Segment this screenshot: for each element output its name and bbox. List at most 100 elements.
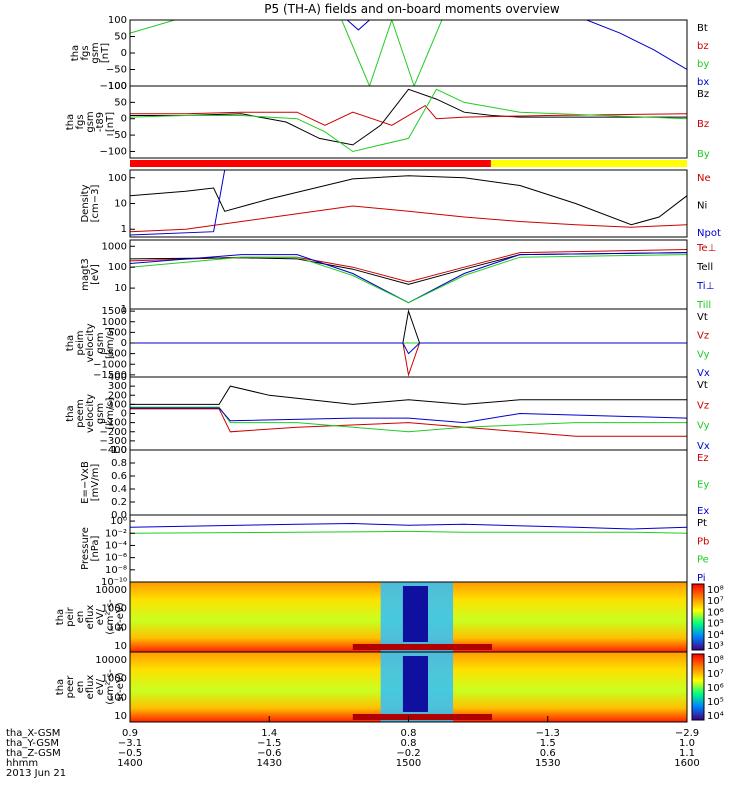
legend-entry: Pb <box>697 536 709 547</box>
y-axis-label-line: -t89 <box>95 112 106 132</box>
y-axis-label-line: en <box>75 611 86 624</box>
y-axis-label-line: tha <box>65 335 76 351</box>
y-axis-label: Density [cm−3] <box>80 184 101 222</box>
ephemeris-value: −0.6 <box>257 748 281 759</box>
y-axis-label-line: [nPa] <box>90 535 101 561</box>
y-axis-label-line: gsm <box>95 403 106 424</box>
y-axis-label-line: gsm <box>85 111 96 132</box>
panel-peer_spec: 10⁸ 10⁷ 10⁶ 10⁵ 10⁴ 10000 1000 100 10 tha peer en ef… <box>55 651 724 723</box>
legend-entry: Vy <box>697 421 710 432</box>
y-axis-label: tha fgs gsm -t89 [nT] <box>65 111 116 132</box>
y-axis-label-line: [cm−3] <box>90 185 101 223</box>
legend-entry: Vt <box>697 380 708 391</box>
legend-entry: Vy <box>697 349 710 360</box>
y-tick-label: 100 <box>108 692 127 703</box>
y-tick-label: 0 <box>121 338 127 349</box>
panel-frame <box>129 169 688 238</box>
y-tick-label: 100 <box>108 81 127 92</box>
ephemeris-value: −0.5 <box>118 748 142 759</box>
y-axis-label-line: tha <box>55 679 66 695</box>
y-tick-label: −100 <box>100 81 127 92</box>
mode-bar-yellow <box>490 160 687 167</box>
y-axis-label: tha peem velocity gsm [km/s] <box>65 394 116 433</box>
series-line-Pi <box>130 522 687 530</box>
series-line-Ti⊥ <box>130 252 687 304</box>
y-axis-label-line: peer <box>65 675 76 699</box>
colorbar-tick-label: 10⁵ <box>707 697 724 708</box>
y-axis-label: tha peim velocity gsm [km/s] <box>65 323 116 362</box>
y-axis-label-line: (cm²-s- <box>105 599 116 635</box>
ephemeris-value: 1430 <box>257 758 282 769</box>
series-line-Tell <box>130 252 687 285</box>
y-axis-label-line: [km/s] <box>105 397 116 429</box>
colorbar-tick-label: 10⁴ <box>707 630 724 641</box>
series-line-Vt <box>130 385 687 405</box>
series-line-Npot <box>130 170 226 236</box>
panel-frame <box>129 376 688 451</box>
legend-entry: Pe <box>697 555 709 566</box>
y-tick-label: 300 <box>108 381 127 392</box>
legend-entry: Till <box>696 300 711 311</box>
figure-title: P5 (TH-A) fields and on-board moments ov… <box>264 2 560 16</box>
legend-entry: Vx <box>697 441 710 452</box>
y-axis-label-line: fgs <box>75 114 86 129</box>
colorbar-tick-label: 10⁷ <box>707 669 724 680</box>
colorbar-tick-label: 10⁸ <box>707 655 724 666</box>
y-tick-label: −50 <box>106 130 127 141</box>
ephemeris-value: 0.9 <box>122 728 138 739</box>
series-line-Vt <box>130 309 687 344</box>
y-tick-label: 1 <box>121 304 127 315</box>
legend-entry: By <box>697 149 710 160</box>
y-axis-label-line: tha <box>65 405 76 421</box>
ephemeris-value: 1.5 <box>540 738 556 749</box>
y-tick-label: 10 <box>114 641 127 652</box>
y-tick-label: 50 <box>114 97 127 108</box>
y-axis-label-line: E=−VxB <box>80 461 91 504</box>
legend-entry: Bz <box>697 119 709 130</box>
y-tick-label: 50 <box>114 32 127 43</box>
y-tick-label: −1500 <box>93 370 127 381</box>
y-tick-label: 10⁰ <box>110 516 127 527</box>
legend-entry: Ni <box>697 201 707 212</box>
y-axis-label-line: fgs <box>80 45 91 60</box>
ephemeris-value: −0.2 <box>396 748 420 759</box>
y-tick-label: 0.2 <box>111 497 127 508</box>
y-axis-label-line: sr-eV) <box>115 602 126 631</box>
series-line-Vx <box>130 342 687 355</box>
ephemeris-row-label: hhmm <box>6 758 38 769</box>
y-tick-label: 1 <box>121 224 127 235</box>
y-tick-label: 1000 <box>102 674 127 685</box>
ephemeris-value: 1400 <box>117 758 142 769</box>
legend-entry: Npot <box>697 228 721 239</box>
panel-frame <box>129 239 688 310</box>
series-line-Te⊥ <box>130 249 687 283</box>
legend-entry: Pi <box>697 573 706 584</box>
y-axis-label: tha fgs gsm [nT] <box>70 42 111 63</box>
series-line-Vz <box>130 342 687 377</box>
y-tick-label: 0.6 <box>111 471 127 482</box>
series-line-Vz <box>130 408 687 437</box>
colorbar-tick-label: 10⁷ <box>707 596 724 607</box>
ephemeris-value: 1530 <box>535 758 560 769</box>
legend-entry: Ey <box>697 480 709 491</box>
colorbar-tick-label: 10³ <box>707 641 724 652</box>
y-axis-label-line: eV/ <box>95 678 106 695</box>
y-tick-label: 10 <box>114 711 127 722</box>
legend-entry: Bt <box>697 23 708 34</box>
y-tick-label: 10⁻⁸ <box>105 565 127 576</box>
panel-fgs_dsl: 100 50 0 −50 −100 Bz Bz By tha fgs gsm -t89 [nT] <box>65 81 710 160</box>
y-tick-label: 100 <box>108 622 127 633</box>
ephemeris-row-label: tha_Y-GSM <box>6 738 59 749</box>
legend-entry: Vx <box>697 368 710 379</box>
legend-entry: Tell <box>696 262 713 273</box>
y-axis-label-line: (cm²-s- <box>105 669 116 705</box>
y-axis-label-line: eV/ <box>95 608 106 625</box>
y-tick-label: 10000 <box>95 585 127 596</box>
panel-frame <box>129 19 688 87</box>
y-axis-label-line: gsm <box>90 42 101 63</box>
y-axis-label-line: [km/s] <box>105 327 116 359</box>
ephemeris-row-label: tha_X-GSM <box>6 728 60 739</box>
